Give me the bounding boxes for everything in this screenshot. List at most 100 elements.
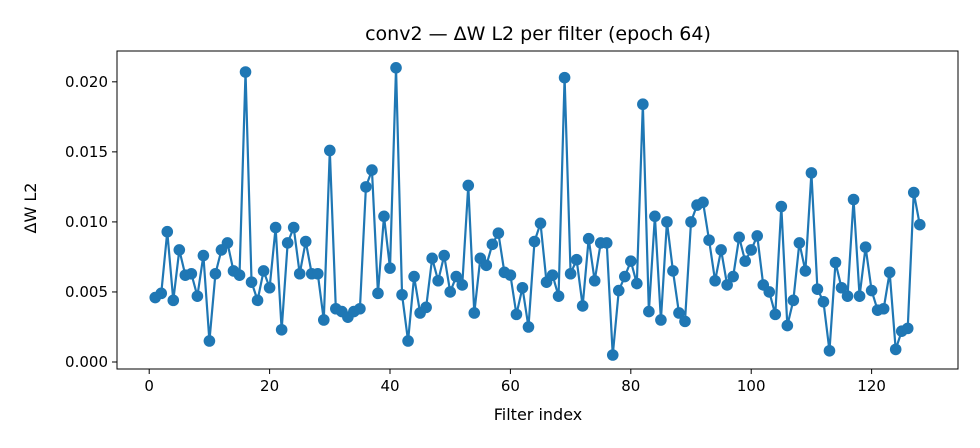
data-point [625,255,637,267]
data-point [817,295,830,308]
data-point [913,218,926,231]
data-point [209,267,222,280]
chart-title: conv2 — ΔW L2 per filter (epoch 64) [365,23,711,45]
data-point [245,276,258,288]
data-point [360,181,372,193]
data-point [510,308,523,321]
data-point [546,269,559,281]
data-point [721,279,733,291]
data-point [859,241,872,253]
data-point [317,314,330,326]
x-tick-label: 100 [737,377,766,395]
data-point [354,302,366,315]
data-point [486,238,499,251]
data-point [787,294,800,307]
data-point [468,307,481,319]
y-axis-label: ΔW L2 [21,183,40,234]
data-point [835,281,848,294]
data-point [799,265,812,277]
data-point [173,244,186,256]
data-point [715,244,727,256]
data-point [865,284,878,297]
data-point [492,227,505,239]
data-point [588,274,601,287]
axes-frame [116,50,959,370]
x-tick-label: 0 [144,377,154,395]
data-point [408,270,420,283]
y-tick-label: 0.005 [65,283,108,301]
data-point [372,287,384,300]
data-point [763,286,776,298]
data-point [655,314,667,326]
data-point [570,253,583,266]
y-axis: 0.000 0.005 0.010 0.015 0.020 [65,73,117,371]
data-point [811,283,824,295]
plot-area [149,62,926,361]
data-point [528,235,541,248]
data-point [576,300,589,312]
data-point [733,231,745,244]
data-point [257,265,270,277]
data-point [769,308,782,321]
data-point [612,284,625,297]
data-point [667,265,679,277]
data-point [311,267,324,280]
data-point [781,319,794,332]
data-point [534,217,547,230]
data-point [420,301,432,314]
data-point [823,344,836,357]
data-point [600,237,613,249]
data-point [384,262,396,274]
data-point [197,249,210,262]
data-point [847,193,860,206]
x-tick-label: 20 [260,377,279,395]
data-point [293,267,306,280]
data-point [739,255,751,267]
data-point [324,144,336,157]
data-point [450,270,463,283]
y-tick-label: 0.010 [65,213,108,231]
data-point [438,249,450,262]
data-point [889,343,902,356]
data-point [263,281,276,294]
data-point [426,252,438,265]
data-point [456,279,469,291]
data-point [907,186,920,199]
data-point [793,237,806,249]
data-point [564,267,577,280]
data-point [775,200,788,213]
data-point [167,294,180,307]
data-point [203,335,216,347]
data-point [727,270,739,283]
data-point [631,277,643,290]
data-point [185,267,198,280]
data-point [522,321,535,333]
data-point [618,270,631,283]
data-point [709,274,721,287]
data-point [552,290,565,302]
data-point [558,71,571,84]
data-point [637,98,649,111]
data-point [805,167,818,179]
y-tick-label: 0.000 [65,353,108,371]
data-point [390,62,402,74]
data-point [275,323,288,336]
data-point [462,179,475,192]
data-point [191,290,204,302]
data-point [269,221,282,234]
y-tick-label: 0.015 [65,143,108,161]
data-point [299,235,312,248]
data-point [673,307,685,319]
data-point [751,230,764,242]
series-line [154,66,921,357]
data-point [233,269,246,281]
data-point [504,269,517,281]
data-point [432,274,444,287]
data-point [287,221,300,234]
data-point [402,335,414,347]
data-point [661,216,673,228]
data-point [155,287,168,300]
data-point [366,164,378,176]
x-tick-label: 40 [380,377,399,395]
